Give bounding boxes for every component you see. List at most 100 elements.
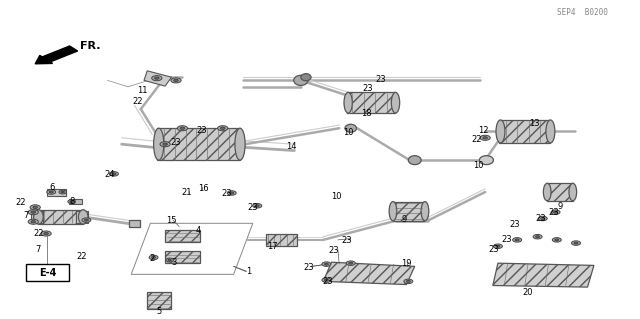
- Circle shape: [47, 190, 56, 194]
- Text: 23: 23: [222, 189, 232, 198]
- Ellipse shape: [546, 120, 555, 143]
- Circle shape: [82, 218, 91, 222]
- Circle shape: [227, 191, 236, 195]
- Circle shape: [324, 263, 328, 265]
- Text: 7: 7: [23, 211, 28, 220]
- Ellipse shape: [345, 124, 356, 132]
- Bar: [69, 199, 82, 204]
- Circle shape: [33, 206, 38, 209]
- FancyArrow shape: [35, 46, 77, 64]
- Circle shape: [180, 127, 185, 130]
- Ellipse shape: [344, 93, 353, 113]
- Circle shape: [28, 210, 38, 215]
- Text: 23: 23: [171, 138, 181, 147]
- Circle shape: [572, 241, 580, 245]
- Text: 23: 23: [329, 246, 339, 255]
- Ellipse shape: [408, 156, 421, 165]
- Text: 20: 20: [523, 288, 533, 297]
- Bar: [266, 234, 297, 246]
- Circle shape: [255, 205, 259, 207]
- Circle shape: [109, 172, 118, 176]
- Bar: [38, 210, 83, 224]
- Circle shape: [112, 173, 116, 175]
- Ellipse shape: [496, 120, 505, 143]
- Circle shape: [406, 280, 410, 282]
- Text: 23: 23: [248, 204, 258, 212]
- Text: 22: 22: [33, 229, 44, 238]
- Text: 1: 1: [246, 267, 251, 276]
- Bar: [164, 230, 200, 242]
- Ellipse shape: [79, 210, 88, 224]
- Circle shape: [496, 245, 500, 247]
- Circle shape: [68, 200, 76, 204]
- Circle shape: [533, 234, 542, 239]
- Circle shape: [513, 238, 522, 242]
- Text: FR.: FR.: [80, 41, 100, 51]
- Circle shape: [220, 127, 225, 130]
- Bar: [547, 183, 573, 201]
- Text: 23: 23: [510, 220, 520, 229]
- Circle shape: [555, 239, 559, 241]
- Bar: [157, 128, 240, 160]
- Circle shape: [166, 258, 173, 262]
- Circle shape: [218, 126, 228, 131]
- Ellipse shape: [479, 156, 493, 165]
- Bar: [26, 264, 69, 281]
- Circle shape: [149, 255, 158, 260]
- Circle shape: [41, 231, 51, 236]
- Text: 3: 3: [172, 258, 177, 267]
- Circle shape: [515, 239, 519, 241]
- Circle shape: [163, 143, 168, 145]
- Polygon shape: [493, 263, 594, 287]
- Text: 5: 5: [156, 308, 161, 316]
- Bar: [499, 120, 550, 143]
- Ellipse shape: [389, 202, 397, 221]
- Bar: [31, 211, 43, 223]
- Bar: [164, 251, 200, 263]
- Circle shape: [541, 218, 545, 219]
- Ellipse shape: [235, 128, 245, 160]
- Text: 16: 16: [198, 184, 209, 193]
- Text: 23: 23: [196, 126, 207, 135]
- Text: 17: 17: [267, 242, 277, 251]
- Circle shape: [322, 278, 331, 282]
- Text: 23: 23: [342, 236, 352, 245]
- Ellipse shape: [569, 183, 577, 201]
- Text: 22: 22: [16, 198, 26, 207]
- Text: 6: 6: [50, 183, 55, 192]
- Text: 23: 23: [489, 245, 499, 254]
- Text: 10: 10: [331, 192, 341, 201]
- Circle shape: [44, 232, 49, 235]
- Bar: [129, 220, 140, 227]
- Circle shape: [31, 211, 36, 213]
- Circle shape: [551, 210, 560, 214]
- Bar: [393, 202, 424, 221]
- Text: 21: 21: [182, 189, 192, 197]
- Circle shape: [493, 244, 502, 249]
- Text: 12: 12: [478, 126, 488, 135]
- Circle shape: [70, 201, 74, 203]
- Ellipse shape: [154, 128, 164, 160]
- Text: 9: 9: [402, 215, 407, 224]
- Text: 22: 22: [77, 252, 87, 261]
- Ellipse shape: [34, 210, 43, 224]
- Text: 10: 10: [344, 128, 354, 137]
- Text: 23: 23: [548, 208, 559, 217]
- Ellipse shape: [543, 183, 551, 201]
- Polygon shape: [144, 71, 172, 86]
- Text: 23: 23: [303, 263, 314, 272]
- Text: 23: 23: [363, 84, 373, 93]
- Text: 23: 23: [323, 277, 333, 286]
- Circle shape: [349, 262, 353, 264]
- Ellipse shape: [294, 75, 308, 85]
- Circle shape: [171, 78, 181, 83]
- Circle shape: [152, 256, 156, 258]
- Circle shape: [322, 262, 331, 266]
- Text: 22: 22: [472, 135, 482, 144]
- Text: 4: 4: [196, 226, 201, 235]
- Circle shape: [49, 191, 53, 193]
- Text: 15: 15: [166, 216, 177, 225]
- Circle shape: [59, 190, 67, 194]
- Circle shape: [61, 191, 65, 193]
- Circle shape: [554, 211, 557, 213]
